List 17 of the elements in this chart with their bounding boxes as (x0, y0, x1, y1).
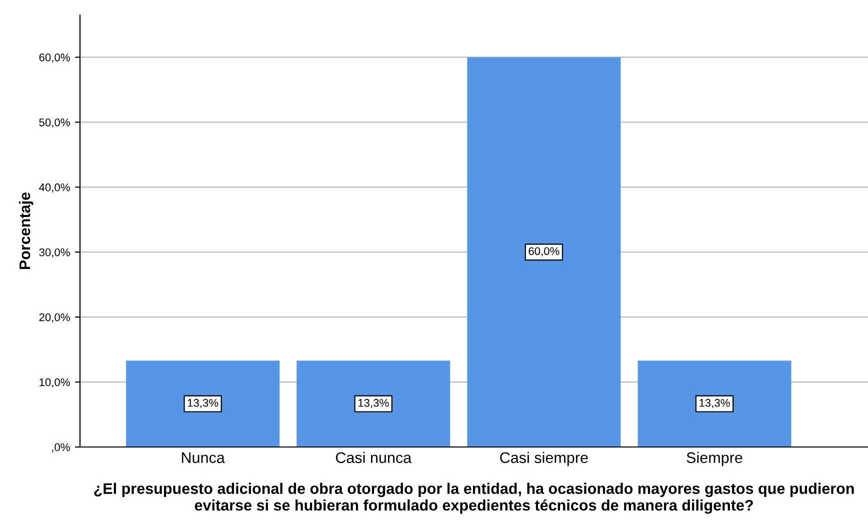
y-tick-label: 60,0% (39, 53, 70, 63)
y-tick-label: 40,0% (39, 183, 70, 193)
data-label: 60,0% (528, 247, 560, 256)
data-label: 13,3% (188, 398, 218, 408)
x-axis-title: ¿El presupuesto adicional de obra otorgado por la entidad, ha ocasionado mayores gastos que pudieron evitarse si se hubieran formulado expedientes técnicos de manera diligente? (94, 482, 854, 514)
y-tick-label: 50,0% (39, 118, 70, 128)
x-tick-label: Casi siempre (500, 452, 588, 466)
x-tick-label: Casi nunca (336, 452, 412, 464)
y-tick-label: 30,0% (39, 248, 70, 258)
y-tick-label: 10,0% (40, 378, 70, 388)
y-tick-label: 20,0% (39, 313, 70, 323)
x-tick-label: Siempre (686, 452, 742, 466)
data-label: 13,3% (358, 398, 389, 408)
y-tick-label: ,0% (52, 443, 70, 452)
y-axis-title: Porcentaje (18, 192, 34, 270)
x-tick-label: Nunca (182, 452, 225, 464)
data-label: 13,3% (700, 398, 730, 408)
